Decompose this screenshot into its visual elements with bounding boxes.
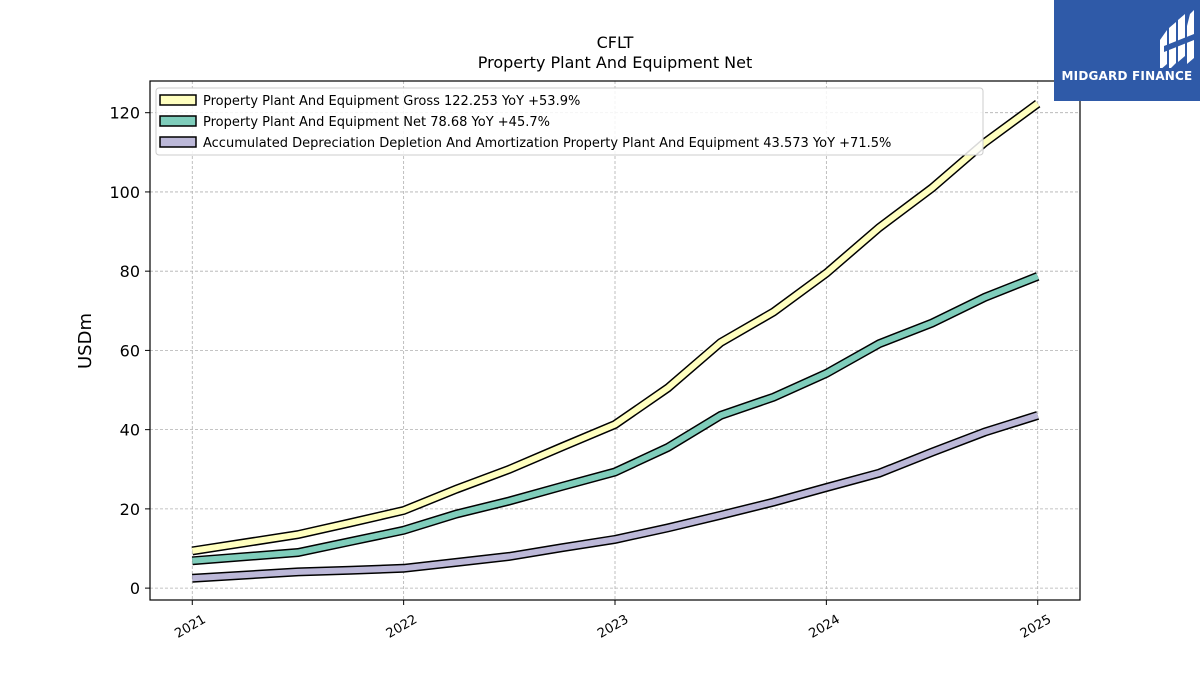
series-stroke (192, 273, 1039, 564)
series-line-3 (192, 411, 1040, 583)
legend-swatch (159, 94, 197, 106)
logo-mark-icon (1160, 10, 1194, 68)
midgard-finance-logo: MIDGARD FINANCE (1054, 0, 1200, 101)
chart-subtitle: Property Plant And Equipment Net (478, 53, 753, 72)
y-tick-label: 40 (120, 421, 140, 440)
y-axis: 0 20 40 60 80 100 120 (109, 104, 150, 598)
y-tick-label: 100 (109, 183, 140, 202)
y-axis-label: USDm (75, 313, 96, 369)
y-tick-label: 60 (120, 341, 140, 360)
y-tick-label: 120 (109, 104, 140, 123)
series-group (191, 99, 1041, 583)
x-axis: 2021 2022 2023 2024 2025 (172, 600, 1054, 642)
y-tick-label: 0 (130, 579, 140, 598)
legend-box (155, 87, 984, 156)
logo-text: MIDGARD FINANCE (1061, 69, 1193, 83)
grid-lines (150, 81, 1080, 600)
x-tick-label: 2022 (384, 612, 420, 642)
series-line-2 (191, 272, 1040, 566)
x-tick-label: 2023 (595, 612, 631, 642)
series-stroke (192, 412, 1039, 582)
chart-title: CFLT (597, 33, 634, 52)
y-tick-label: 20 (120, 500, 140, 519)
y-tick-label: 80 (120, 262, 140, 281)
x-tick-label: 2025 (1018, 612, 1054, 642)
x-tick-label: 2021 (172, 612, 208, 642)
legend-entry: Property Plant And Equipment Gross 122.2… (203, 94, 580, 109)
legend-swatch (159, 115, 197, 127)
x-tick-label: 2024 (807, 612, 843, 642)
legend-swatch (159, 136, 197, 148)
legend-entry: Accumulated Depreciation Depletion And A… (203, 136, 891, 151)
legend-entry: Property Plant And Equipment Net 78.68 Y… (203, 115, 550, 130)
legend: Property Plant And Equipment Gross 122.2… (155, 87, 984, 156)
series-line-1 (191, 99, 1041, 556)
series-stroke (191, 101, 1040, 554)
